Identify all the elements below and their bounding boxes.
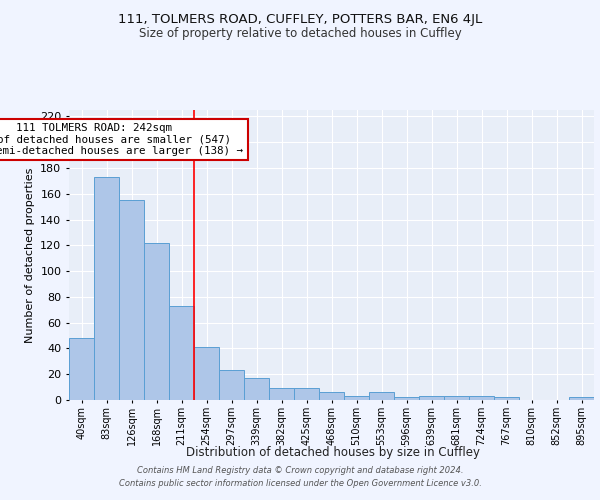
Bar [94, 177, 119, 400]
Text: Contains HM Land Registry data © Crown copyright and database right 2024.
Contai: Contains HM Land Registry data © Crown c… [119, 466, 481, 487]
Bar [469, 396, 494, 400]
Bar [194, 347, 219, 400]
Bar [319, 392, 344, 400]
Text: Distribution of detached houses by size in Cuffley: Distribution of detached houses by size … [186, 446, 480, 459]
Bar [69, 338, 94, 400]
Bar [269, 388, 294, 400]
Bar [494, 398, 519, 400]
Bar [294, 388, 319, 400]
Bar [119, 200, 144, 400]
Bar [444, 396, 469, 400]
Bar [244, 378, 269, 400]
Bar [219, 370, 244, 400]
Bar [169, 306, 194, 400]
Bar [419, 396, 444, 400]
Bar [394, 398, 419, 400]
Text: 111 TOLMERS ROAD: 242sqm
← 80% of detached houses are smaller (547)
20% of semi-: 111 TOLMERS ROAD: 242sqm ← 80% of detach… [0, 123, 244, 156]
Text: 111, TOLMERS ROAD, CUFFLEY, POTTERS BAR, EN6 4JL: 111, TOLMERS ROAD, CUFFLEY, POTTERS BAR,… [118, 12, 482, 26]
Bar [144, 243, 169, 400]
Bar [569, 398, 594, 400]
Bar [369, 392, 394, 400]
Text: Size of property relative to detached houses in Cuffley: Size of property relative to detached ho… [139, 28, 461, 40]
Bar [344, 396, 369, 400]
Y-axis label: Number of detached properties: Number of detached properties [25, 168, 35, 342]
